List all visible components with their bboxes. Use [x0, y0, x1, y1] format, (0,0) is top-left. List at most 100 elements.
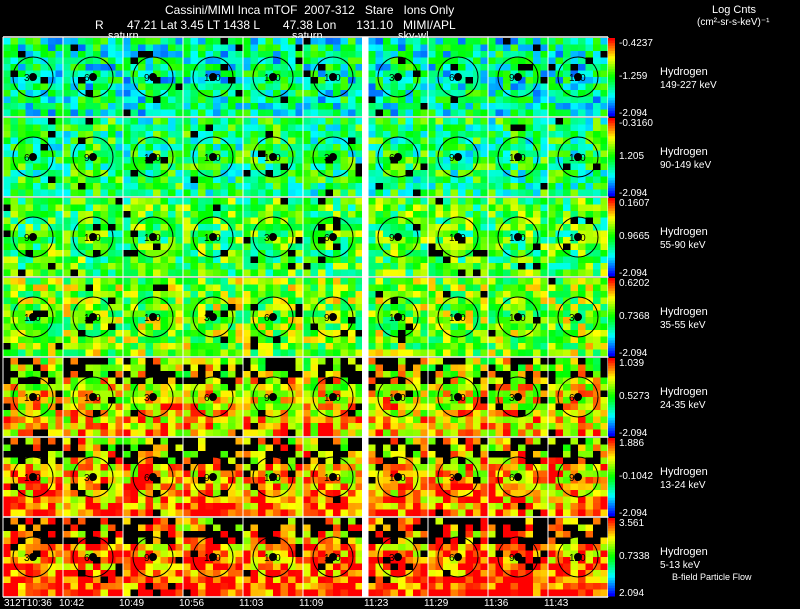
heatmap-cell [383, 157, 391, 164]
heatmap-cell [518, 217, 526, 225]
heatmap-cell [33, 358, 41, 365]
heatmap-cell [3, 70, 11, 78]
pitch-angle-label: 150 [509, 233, 526, 244]
heatmap-cell [265, 144, 274, 151]
heatmap-cell [258, 336, 266, 344]
heatmap-cell [383, 131, 391, 138]
heatmap-cell [413, 278, 421, 285]
heatmap-cell [525, 103, 534, 110]
heatmap-cell [540, 183, 549, 190]
heatmap-cell [18, 103, 26, 110]
heatmap-cell [243, 403, 251, 411]
heatmap-cell [265, 423, 274, 430]
heatmap-cell [420, 64, 429, 71]
heatmap-cell [33, 423, 41, 430]
heatmap-cell [428, 51, 436, 58]
heatmap-cell [295, 384, 304, 391]
heatmap-cell [533, 204, 541, 212]
heatmap-cell [578, 163, 586, 171]
heatmap-cell [198, 131, 206, 138]
heatmap-cell [600, 57, 609, 65]
heatmap-cell [123, 230, 131, 238]
heatmap-cell [138, 163, 146, 171]
heatmap-cell [503, 278, 511, 285]
heatmap-cell [473, 423, 481, 430]
heatmap-cell [533, 243, 541, 251]
heatmap-cell [220, 64, 229, 71]
heatmap-cell [548, 284, 556, 292]
heatmap-cell [443, 336, 451, 344]
heatmap-cell [510, 304, 519, 311]
heatmap-cell [555, 243, 564, 251]
heatmap-cell [540, 284, 549, 292]
heatmap-cell [318, 416, 326, 424]
heatmap-cell [585, 269, 594, 277]
heatmap-cell [280, 157, 289, 164]
heatmap-cell [213, 390, 221, 398]
heatmap-cell [115, 77, 124, 84]
heatmap-cell [398, 377, 406, 385]
heatmap-cell [488, 269, 496, 277]
heatmap-cell [138, 70, 146, 78]
heatmap-cell [153, 44, 161, 52]
heatmap-cell [273, 297, 281, 305]
heatmap-cell [593, 256, 601, 264]
heatmap-cell [593, 263, 601, 270]
heatmap-cell [190, 70, 199, 78]
heatmap-cell [435, 137, 444, 145]
heatmap-cell [375, 170, 384, 177]
heatmap-cell [25, 224, 34, 231]
heatmap-cell [130, 137, 139, 145]
heatmap-cell [108, 144, 116, 151]
field-direction-dot [89, 73, 97, 81]
heatmap-cell [420, 297, 429, 305]
heatmap-cell [243, 64, 251, 71]
heatmap-cell [93, 57, 101, 65]
heatmap-cell [450, 90, 459, 97]
heatmap-cell [190, 317, 199, 324]
heatmap-cell [578, 243, 586, 251]
heatmap-cell [258, 429, 266, 437]
heatmap-cell [55, 310, 64, 318]
heatmap-cell [368, 377, 376, 385]
heatmap-cell [153, 377, 161, 385]
heatmap-cell [168, 336, 176, 344]
heatmap-cell [175, 263, 184, 270]
heatmap-cell [310, 124, 319, 132]
heatmap-cell [123, 403, 131, 411]
heatmap-cell [383, 284, 391, 292]
heatmap-cell [548, 330, 556, 337]
heatmap-cell [100, 163, 109, 171]
heatmap-cell [525, 176, 534, 184]
heatmap-cell [318, 51, 326, 58]
heatmap-cell [348, 403, 356, 411]
heatmap-cell [228, 377, 236, 385]
heatmap-cell [348, 237, 356, 244]
heatmap-cell [525, 77, 534, 84]
heatmap-cell [348, 157, 356, 164]
heatmap-cell [600, 336, 609, 344]
heatmap-cell [473, 198, 481, 205]
heatmap-cell [235, 44, 244, 52]
heatmap-cell [593, 77, 601, 84]
heatmap-cell [130, 384, 139, 391]
colorbar-step [608, 257, 615, 261]
heatmap-cell [480, 416, 489, 424]
pitch-angle-label: 180 [509, 313, 526, 324]
heatmap-cell [250, 423, 259, 430]
heatmap-cell [398, 278, 406, 285]
heatmap-cell [503, 163, 511, 171]
heatmap-cell [48, 317, 56, 324]
heatmap-cell [600, 96, 609, 104]
pitch-angle-circle [312, 136, 354, 178]
heatmap-cell [243, 198, 251, 205]
heatmap-cell [183, 278, 191, 285]
heatmap-cell [420, 237, 429, 244]
heatmap-cell [510, 256, 519, 264]
heatmap-cell [303, 77, 311, 84]
heatmap-cell [235, 198, 244, 205]
heatmap-cell [488, 131, 496, 138]
heatmap-cell [420, 170, 429, 177]
heatmap-cell [213, 96, 221, 104]
heatmap-cell [265, 343, 274, 350]
